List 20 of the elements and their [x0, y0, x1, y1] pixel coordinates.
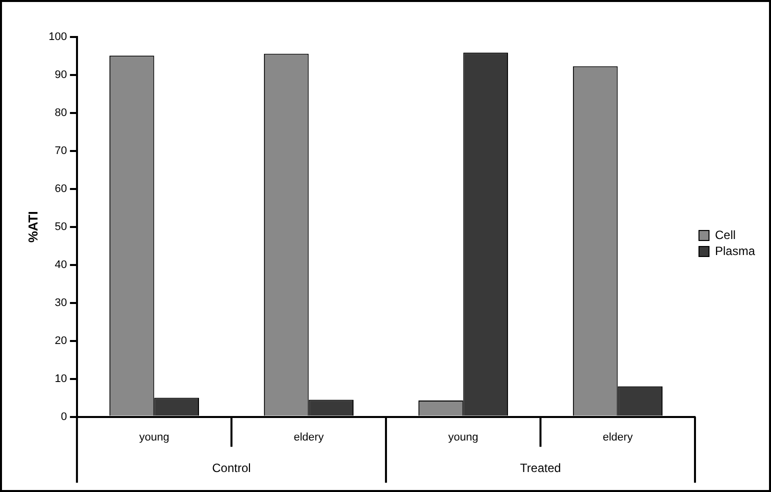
- y-tick-label: 30: [54, 296, 67, 309]
- y-tick-label: 60: [54, 182, 67, 195]
- x-tick-label: eldery: [602, 431, 634, 444]
- y-tick-label: 80: [54, 106, 67, 119]
- x-tick-label: young: [139, 431, 170, 444]
- y-tick-label: 0: [60, 410, 67, 423]
- x-tick-label: eldery: [294, 431, 324, 444]
- x-tick-label: young: [448, 431, 478, 444]
- y-tick-label: 70: [54, 144, 67, 157]
- y-tick-label: 40: [54, 258, 67, 271]
- y-axis-title: %ATI: [25, 211, 40, 243]
- y-tick-label: 20: [54, 334, 67, 347]
- legend-label: Plasma: [714, 244, 756, 258]
- y-tick-label: 10: [54, 372, 67, 385]
- y-tick-label: 90: [54, 69, 67, 82]
- y-tick-label: 50: [54, 220, 67, 233]
- y-tick-label: 100: [48, 31, 67, 44]
- legend-label: Cell: [714, 228, 736, 242]
- text: Treated: [520, 461, 561, 476]
- text: Control: [212, 461, 251, 476]
